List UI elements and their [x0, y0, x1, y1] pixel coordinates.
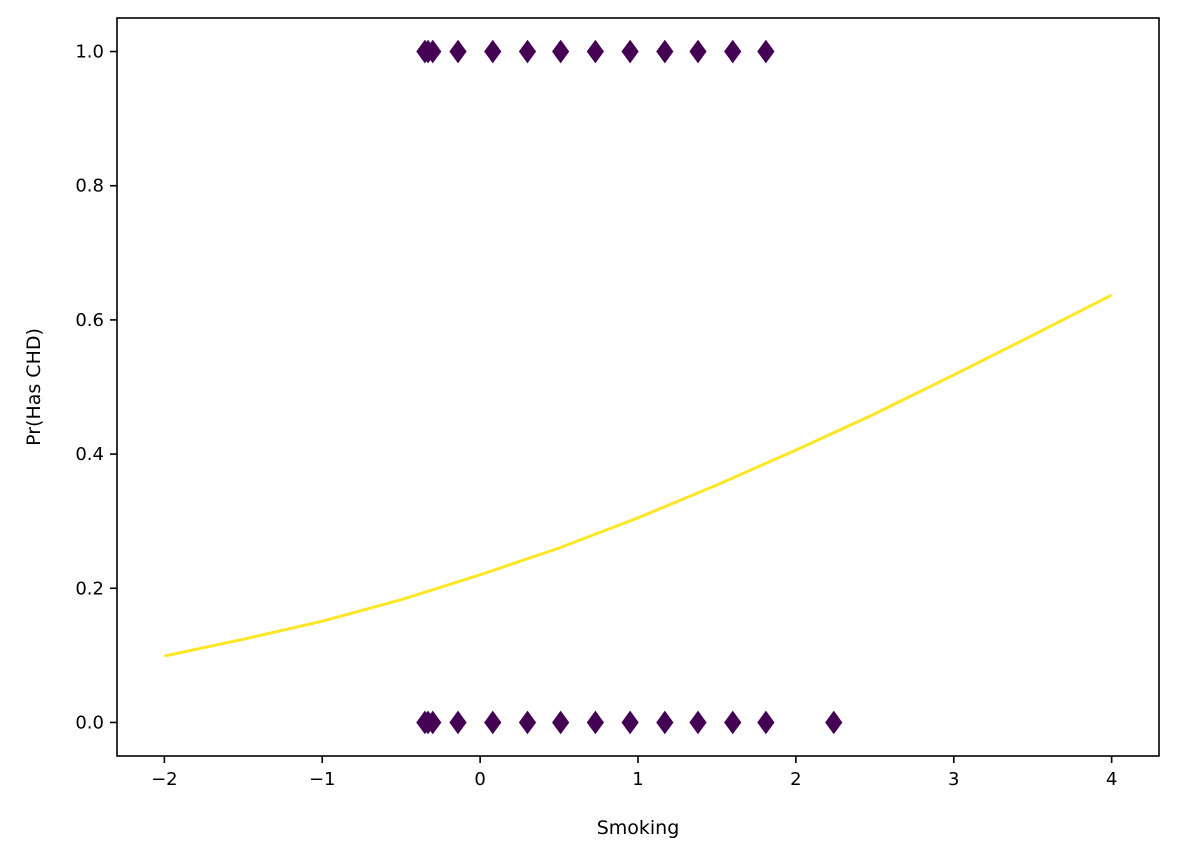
y-axis-label: Pr(Has CHD) [23, 328, 45, 446]
data-point-diamond [724, 710, 742, 735]
y-tick-label: 0.8 [75, 176, 104, 197]
data-point-diamond [656, 39, 674, 64]
x-tick-label: 0 [474, 769, 485, 790]
data-point-diamond [586, 710, 604, 735]
data-point-diamond [656, 710, 674, 735]
x-tick-label: −2 [151, 769, 178, 790]
data-point-diamond [757, 39, 775, 64]
y-tick-label: 1.0 [75, 42, 104, 63]
data-point-diamond [484, 39, 502, 64]
x-tick-label: 1 [632, 769, 643, 790]
data-point-diamond [424, 710, 442, 735]
data-point-diamond [552, 39, 570, 64]
y-tick-label: 0.2 [75, 578, 104, 599]
data-point-diamond [689, 39, 707, 64]
plot-area [164, 39, 1113, 735]
x-axis-label: Smoking [597, 817, 680, 839]
x-tick-label: 2 [790, 769, 801, 790]
data-point-diamond [825, 710, 843, 735]
data-point-diamond [621, 39, 639, 64]
data-point-diamond [449, 39, 467, 64]
data-point-diamond [757, 710, 775, 735]
data-point-diamond [552, 710, 570, 735]
fitted-curve-line [164, 293, 1113, 658]
scatter-series [416, 39, 843, 735]
y-axis-ticks: 0.0 0.2 0.4 0.6 0.8 1.0 [75, 42, 117, 733]
data-point-diamond [449, 710, 467, 735]
data-point-diamond [518, 710, 537, 735]
data-point-diamond [724, 39, 742, 64]
data-point-diamond [586, 39, 604, 64]
x-tick-label: −1 [309, 769, 336, 790]
data-point-diamond [689, 710, 707, 735]
y-tick-label: 0.0 [75, 712, 104, 733]
x-tick-label: 3 [948, 769, 959, 790]
data-point-diamond [484, 710, 502, 735]
data-point-diamond [518, 39, 537, 64]
x-tick-label: 4 [1106, 769, 1117, 790]
data-point-diamond [424, 39, 442, 64]
x-axis-ticks: −2 −1 0 1 2 3 4 [151, 756, 1117, 790]
y-tick-label: 0.6 [75, 310, 104, 331]
y-tick-label: 0.4 [75, 444, 104, 465]
data-point-diamond [621, 710, 639, 735]
